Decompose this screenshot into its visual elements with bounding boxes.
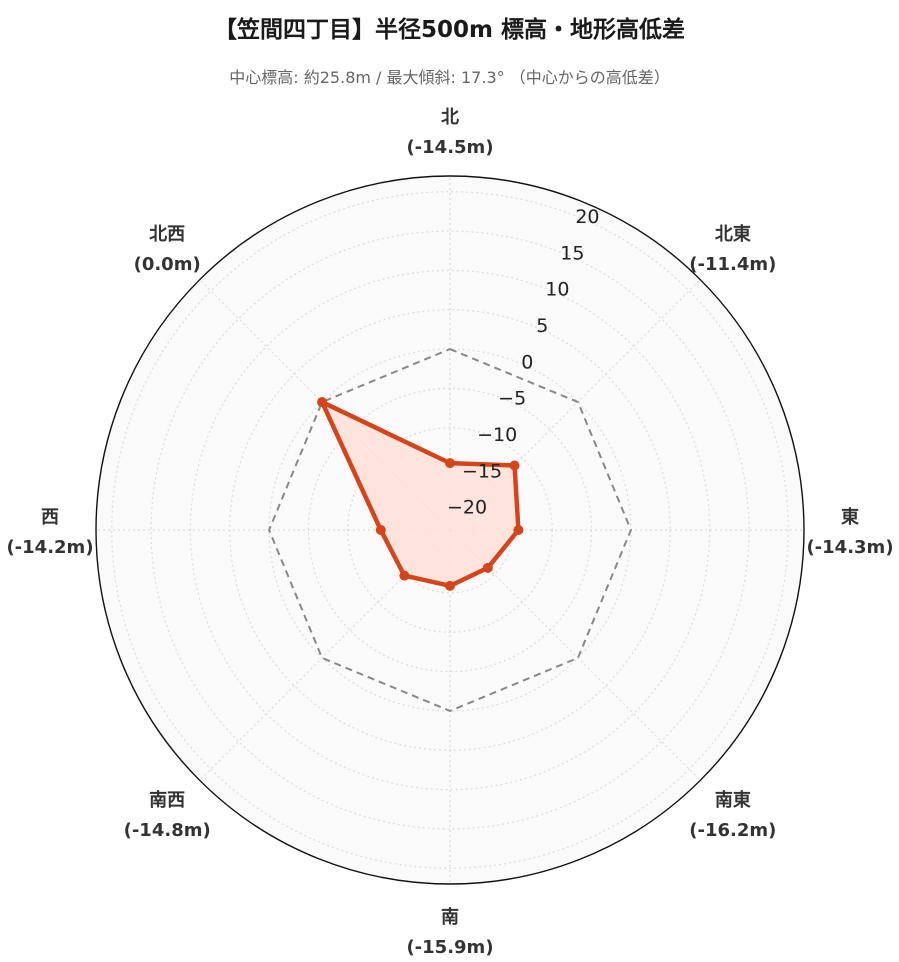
- direction-name: 北東: [715, 223, 751, 245]
- direction-name: 南西: [149, 789, 185, 811]
- direction-labels: 北 (-14.5m) 北東 (-11.4m) 東 (-14.3m) 南東 (-16.2m) 南 (…: [6, 107, 893, 958]
- direction-value: (-14.5m): [406, 137, 493, 158]
- grid-spoke: [199, 529, 451, 781]
- grid-circle: [347, 427, 553, 633]
- elevation-points: [317, 397, 524, 591]
- direction-name: 北西: [149, 224, 185, 245]
- direction-value: (-11.4m): [689, 254, 776, 275]
- grid-circle: [111, 191, 789, 869]
- chart-subtitle: 中心標高: 約25.8m / 最大傾斜: 17.3° （中心からの高低差）: [229, 68, 670, 87]
- grid-spoke: [449, 529, 701, 781]
- direction-value: (-14.8m): [124, 820, 211, 841]
- radial-tick-label: 10: [545, 279, 569, 301]
- grid-circle: [150, 230, 750, 830]
- direction-name: 南東: [715, 789, 751, 811]
- direction-name: 東: [841, 506, 859, 528]
- grid-circle: [189, 269, 711, 791]
- direction-name: 西: [41, 507, 59, 528]
- grid-spoke: [449, 279, 701, 531]
- radial-tick-label: 0: [521, 351, 533, 373]
- radial-tick-label: −20: [447, 497, 487, 519]
- chart-title: 【笠間四丁目】半径500m 標高・地形高低差: [214, 17, 685, 43]
- data-point: [513, 525, 524, 535]
- data-point: [399, 570, 410, 581]
- direction-name: 南: [441, 906, 459, 928]
- radial-tick-label: −10: [477, 424, 517, 446]
- direction-value: (0.0m): [134, 254, 201, 275]
- radial-tick-label: −15: [462, 460, 502, 482]
- radial-tick-label: 20: [575, 206, 599, 228]
- radial-tick-label: −5: [498, 388, 526, 410]
- data-point: [317, 397, 328, 408]
- radial-tick-labels: −20 −15 −10 −5 05 10 15 20: [447, 206, 600, 519]
- data-point: [445, 458, 455, 469]
- direction-value: (-14.2m): [6, 537, 93, 558]
- zero-reference-line: [267, 347, 633, 713]
- data-point: [482, 562, 493, 573]
- direction-value: (-16.2m): [689, 820, 776, 841]
- direction-name: 北: [441, 107, 459, 128]
- radial-tick-label: 5: [536, 315, 548, 337]
- polar-outline: [95, 175, 805, 885]
- direction-value: (-15.9m): [406, 937, 493, 958]
- data-point: [445, 580, 455, 591]
- data-point: [375, 525, 386, 535]
- radial-tick-label: 15: [560, 242, 584, 264]
- direction-value: (-14.3m): [806, 537, 893, 558]
- data-point: [509, 460, 520, 471]
